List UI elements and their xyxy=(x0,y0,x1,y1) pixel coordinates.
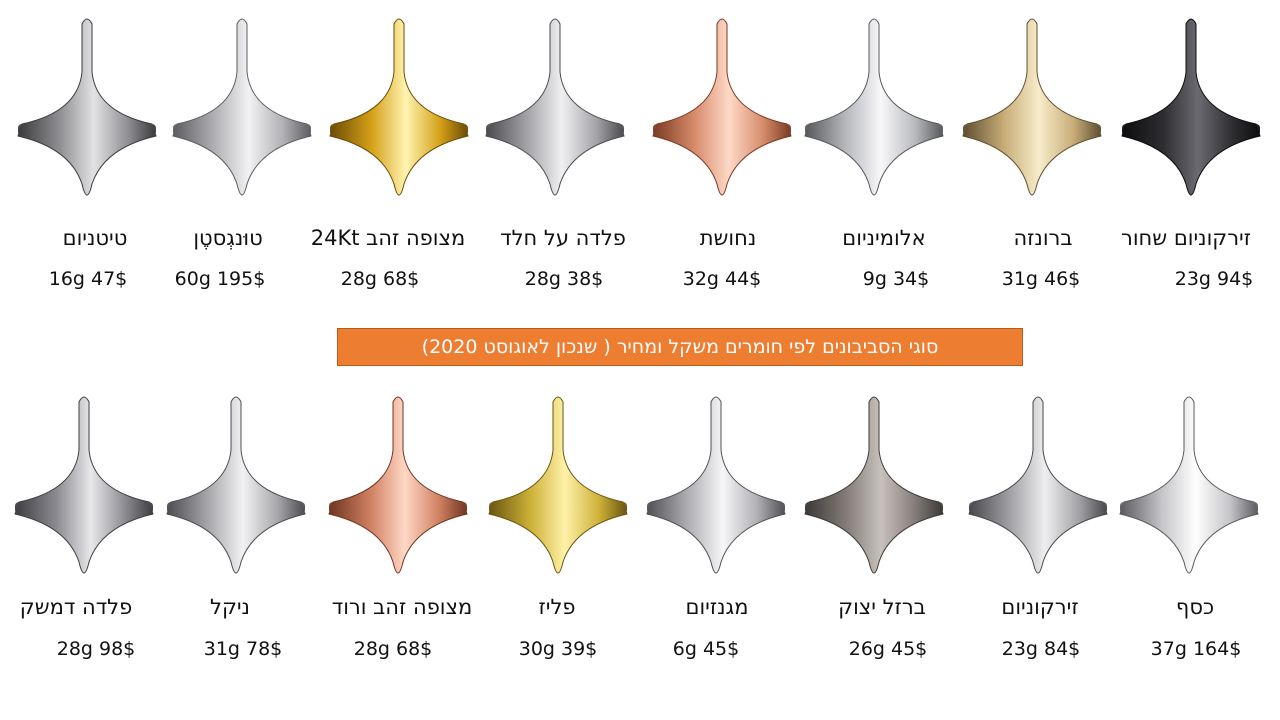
material-name: ניקל xyxy=(210,595,250,619)
weight-price: 6g 45$ xyxy=(672,638,740,660)
material-name: ברונזה xyxy=(1013,226,1073,250)
aluminum-spinning-top-icon xyxy=(799,12,949,212)
material-name: מצופה זהב 24Kt xyxy=(310,226,466,250)
weight-price: 9g 34$ xyxy=(862,268,930,290)
material-name: נחושת xyxy=(699,226,757,250)
weight-price: 23g 94$ xyxy=(1174,268,1254,290)
silver-spinning-top-icon xyxy=(1114,390,1264,590)
weight-price: 28g 68$ xyxy=(353,638,433,660)
banner: סוגי הסביבונים לפי חומרים משקל ומחיר ( ש… xyxy=(337,328,1023,366)
nickel-spinning-top-icon xyxy=(161,390,311,590)
material-name: פלדה על חלד xyxy=(500,226,626,250)
weight-price: 23g 84$ xyxy=(1001,638,1081,660)
weight-price: 60g 195$ xyxy=(174,268,266,290)
material-name: מגנזיום xyxy=(685,595,749,619)
damascus-steel-spinning-top-icon xyxy=(9,390,159,590)
weight-price: 37g 164$ xyxy=(1150,638,1242,660)
material-name: כסף xyxy=(1175,595,1215,619)
weight-price: 26g 45$ xyxy=(848,638,928,660)
weight-price: 28g 38$ xyxy=(524,268,604,290)
material-name: מצופה זהב ורוד xyxy=(331,595,473,619)
material-name: זירקוניום שחור xyxy=(1120,226,1252,250)
weight-price: 16g 47$ xyxy=(48,268,128,290)
black-zirconium-spinning-top-icon xyxy=(1116,12,1266,212)
stainless-steel-spinning-top-icon xyxy=(480,12,630,212)
weight-price: 31g 46$ xyxy=(1001,268,1081,290)
zirconium-spinning-top-icon xyxy=(963,390,1113,590)
gold-plated-spinning-top-icon xyxy=(324,12,474,212)
copper-spinning-top-icon xyxy=(647,12,797,212)
tungsten-spinning-top-icon xyxy=(167,12,317,212)
bronze-spinning-top-icon xyxy=(957,12,1107,212)
weight-price: 30g 39$ xyxy=(518,638,598,660)
material-name: פליז xyxy=(538,595,576,619)
weight-price: 32g 44$ xyxy=(682,268,762,290)
weight-price: 31g 78$ xyxy=(203,638,283,660)
cast-iron-spinning-top-icon xyxy=(799,390,949,590)
material-name: טוּנגְסטֶן xyxy=(193,226,263,250)
titanium-spinning-top-icon xyxy=(12,12,162,212)
weight-price: 28g 98$ xyxy=(56,638,136,660)
weight-price: 28g 68$ xyxy=(340,268,420,290)
material-name: אלומיניום xyxy=(842,226,926,250)
material-name: ברזל יצוק xyxy=(838,595,926,619)
material-name: זירקוניום xyxy=(1001,595,1079,619)
brass-spinning-top-icon xyxy=(483,390,633,590)
magnesium-spinning-top-icon xyxy=(641,390,791,590)
material-name: טיטניום xyxy=(62,226,128,250)
material-name: פלדה דמשק xyxy=(19,595,133,619)
banner-text: סוגי הסביבונים לפי חומרים משקל ומחיר ( ש… xyxy=(421,336,939,358)
rose-gold-plated-spinning-top-icon xyxy=(323,390,473,590)
